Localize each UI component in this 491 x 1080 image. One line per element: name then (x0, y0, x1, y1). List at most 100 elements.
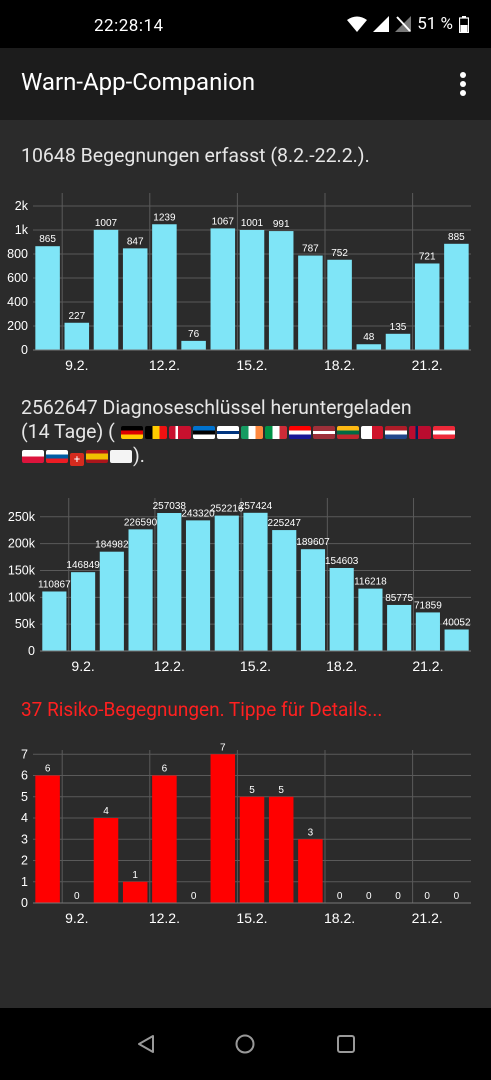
risk-encounters-link[interactable]: 37 Risiko-Begegnungen. Tippe für Details… (21, 698, 383, 721)
bar-value-label: 257424 (239, 501, 273, 512)
flag-hr-icon (288, 426, 311, 439)
chart-bar (181, 340, 206, 350)
more-options-icon[interactable] (451, 70, 475, 98)
battery-icon (459, 15, 469, 33)
bar-value-label: 1239 (153, 212, 176, 223)
chart-bar (35, 246, 60, 350)
bar-value-label: 110867 (38, 579, 71, 590)
chart-bar (71, 572, 96, 651)
chart-bar (356, 344, 382, 350)
bar-value-label: 0 (366, 891, 372, 902)
bar-value-label: 6 (162, 764, 168, 775)
chart-bar (414, 263, 440, 350)
bar-value-label: 225247 (268, 518, 302, 529)
y-tick-label: 7 (21, 747, 28, 761)
chart-bar (42, 591, 67, 651)
chart-bar (385, 333, 411, 350)
bar-value-label: 0 (454, 891, 460, 902)
flag-ch-icon: + (70, 453, 84, 466)
bar-value-label: 7 (220, 742, 226, 753)
keys-heading-prefix: (14 Tage) ( (21, 420, 115, 443)
bar-value-label: 0 (337, 891, 343, 902)
chart-bar (93, 818, 119, 903)
bar-value-label: 227 (68, 311, 85, 322)
bar-value-label: 991 (273, 219, 290, 230)
chart-bar (243, 512, 268, 651)
x-tick-label: 12.2. (149, 910, 180, 926)
flag-it-icon (264, 426, 287, 439)
back-icon[interactable] (136, 1034, 156, 1054)
y-tick-label: 200k (8, 537, 36, 551)
chart-bar (185, 520, 211, 651)
chart-bar (444, 629, 469, 651)
bar-value-label: 1001 (241, 218, 264, 229)
bar-value-label: 189607 (296, 537, 330, 548)
bar-value-label: 752 (331, 248, 348, 259)
flag-ie-icon (240, 426, 263, 439)
y-tick-label: 3 (21, 832, 28, 846)
x-tick-label: 9.2. (65, 357, 88, 373)
flag-dk-icon (168, 426, 191, 439)
navigation-bar (0, 1008, 491, 1080)
app-title: Warn-App-Companion (21, 68, 256, 96)
y-tick-label: 600 (7, 271, 28, 285)
y-tick-label: 0 (21, 343, 28, 357)
bar-value-label: 71859 (414, 600, 442, 611)
y-tick-label: 800 (7, 247, 28, 261)
flag-es-icon (86, 450, 108, 463)
bar-value-label: 184982 (95, 540, 129, 551)
recents-icon[interactable] (336, 1034, 356, 1054)
chart-bar (444, 243, 469, 350)
x-tick-label: 18.2. (326, 658, 357, 674)
x-tick-label: 21.2. (412, 658, 443, 674)
chart-bar (157, 513, 182, 651)
y-tick-label: 250k (8, 510, 36, 524)
flag-si-icon (46, 450, 68, 463)
x-tick-label: 15.2. (240, 658, 271, 674)
y-tick-label: 100k (8, 590, 36, 604)
x-tick-label: 9.2. (71, 658, 94, 674)
y-tick-label: 5 (21, 790, 28, 804)
battery-percent: 51 % (417, 14, 453, 34)
flag-pl-icon (22, 450, 44, 463)
flag-lt-icon (336, 426, 359, 439)
bar-value-label: 257038 (153, 501, 187, 512)
chart-bar (300, 549, 326, 651)
flag-nl-icon (384, 426, 407, 439)
flag-mt-icon (360, 426, 383, 439)
encounters-heading: 10648 Begegnungen erfasst (8.2.-22.2.). (21, 144, 370, 167)
bar-value-label: 885 (448, 232, 465, 243)
content-area: 10648 Begegnungen erfasst (8.2.-22.2.). … (0, 120, 491, 1008)
flag-lv-icon (312, 426, 335, 439)
chart-bar (128, 529, 153, 651)
bar-value-label: 40052 (443, 617, 471, 628)
flag-fi-icon (216, 426, 239, 439)
bar-value-label: 0 (74, 891, 80, 902)
y-tick-label: 50k (15, 617, 36, 631)
chart-bar (272, 530, 297, 651)
chart-bar (387, 604, 412, 651)
bar-value-label: 5 (278, 785, 284, 796)
flag-at-icon (432, 426, 455, 439)
y-tick-label: 6 (21, 769, 28, 783)
y-tick-label: 1k (15, 223, 29, 237)
chart-bar (210, 228, 236, 350)
encounters-chart: 0 200 400 600 800 1k 2k 865 227 1007 847 1239 76 1067… (7, 193, 471, 373)
bar-value-label: 0 (395, 891, 401, 902)
bar-value-label: 1 (132, 870, 138, 881)
x-tick-label: 21.2. (412, 910, 443, 926)
bar-value-label: 226590 (124, 517, 158, 528)
chart-bar (298, 255, 323, 350)
status-bar: 22:28:14 51 % (0, 0, 491, 48)
chart-bar (122, 248, 148, 350)
bar-value-label: 1007 (95, 218, 118, 229)
flag-be-icon (144, 426, 167, 439)
chart-bar (268, 796, 294, 903)
home-icon[interactable] (235, 1034, 255, 1054)
flag-cy-icon (110, 450, 132, 463)
bar-value-label: 787 (302, 244, 319, 255)
wifi-icon (347, 16, 368, 32)
bar-value-label: 6 (45, 764, 51, 775)
bar-value-label: 146849 (66, 560, 100, 571)
bar-value-label: 0 (191, 891, 197, 902)
